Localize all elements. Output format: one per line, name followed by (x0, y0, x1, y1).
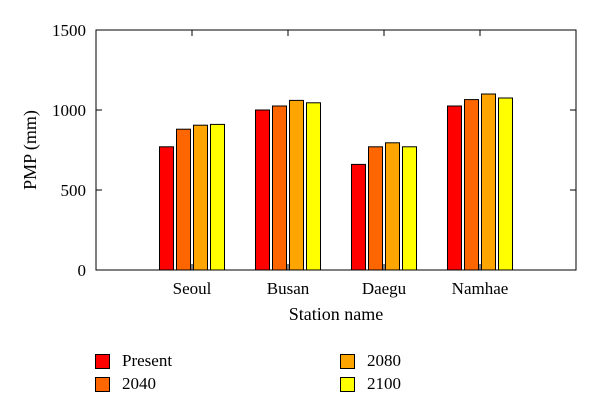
bar-namhae-2080 (481, 93, 496, 271)
bar-namhae-present (447, 105, 462, 271)
legend-label-2080: 2080 (367, 351, 401, 370)
legend-item-2040: 2040 (95, 374, 156, 394)
y-tick-label: 500 (61, 181, 87, 200)
legend-swatch-present (95, 353, 110, 369)
legend-item-2100: 2100 (340, 374, 401, 394)
x-tick-label: Namhae (452, 279, 509, 298)
x-tick-label: Busan (267, 279, 310, 298)
bar-daegu-present (351, 163, 366, 271)
bar-namhae-2040 (464, 99, 479, 271)
bar-namhae-2100 (498, 97, 513, 271)
bar-daegu-2100 (402, 146, 417, 271)
bar-daegu-2080 (385, 142, 400, 271)
bar-seoul-2100 (210, 123, 225, 271)
legend-label-2040: 2040 (122, 374, 156, 393)
legend-swatch-2080 (340, 353, 355, 369)
legend-label-2100: 2100 (367, 374, 401, 393)
bar-seoul-2040 (176, 128, 191, 271)
y-tick-label: 1500 (52, 21, 86, 40)
bar-busan-2040 (272, 105, 287, 271)
y-axis-title: PMP (mm) (20, 110, 41, 190)
x-axis-title: Station name (289, 304, 383, 324)
plot-frame (95, 29, 577, 271)
legend-item-2080: 2080 (340, 351, 401, 371)
legend-swatch-2100 (340, 376, 355, 392)
bars-group (159, 93, 513, 271)
bar-busan-2080 (289, 99, 304, 271)
y-tick-label: 0 (78, 261, 87, 280)
x-axis: Seoul Busan Daegu Namhae (173, 30, 509, 298)
bar-busan-present (255, 109, 270, 271)
bar-busan-2100 (306, 102, 321, 271)
y-axis: 0 500 1000 1500 (52, 21, 576, 280)
bar-daegu-2040 (368, 146, 383, 271)
legend-item-present: Present (95, 351, 172, 371)
legend-swatch-2040 (95, 376, 110, 392)
x-tick-label: Daegu (362, 279, 407, 298)
bar-seoul-present (159, 146, 174, 271)
y-tick-label: 1000 (52, 101, 86, 120)
bar-seoul-2080 (193, 124, 208, 271)
x-tick-label: Seoul (173, 279, 212, 298)
legend-label-present: Present (122, 351, 173, 370)
